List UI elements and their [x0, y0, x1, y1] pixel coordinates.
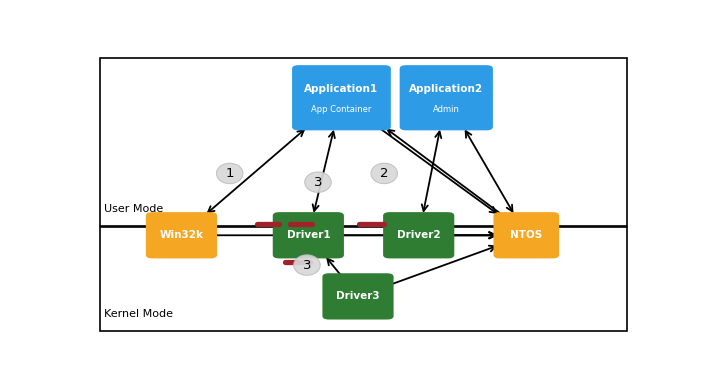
Text: Admin: Admin — [433, 105, 460, 114]
Text: Win32k: Win32k — [159, 230, 204, 240]
Text: Kernel Mode: Kernel Mode — [105, 309, 174, 319]
Text: Application1: Application1 — [305, 84, 379, 94]
Ellipse shape — [305, 172, 331, 192]
Text: NTOS: NTOS — [511, 230, 543, 240]
FancyBboxPatch shape — [273, 212, 344, 259]
Text: 3: 3 — [303, 259, 311, 272]
Text: 1: 1 — [226, 167, 234, 180]
Text: Driver3: Driver3 — [336, 291, 379, 301]
Text: 2: 2 — [380, 167, 389, 180]
Text: Driver1: Driver1 — [286, 230, 330, 240]
FancyBboxPatch shape — [383, 212, 454, 259]
FancyBboxPatch shape — [100, 227, 627, 331]
Text: Driver2: Driver2 — [397, 230, 441, 240]
FancyBboxPatch shape — [493, 212, 559, 259]
Text: User Mode: User Mode — [105, 204, 164, 214]
FancyBboxPatch shape — [323, 273, 394, 319]
FancyBboxPatch shape — [146, 212, 217, 259]
FancyBboxPatch shape — [399, 65, 493, 130]
Text: App Container: App Container — [311, 105, 372, 114]
FancyBboxPatch shape — [100, 59, 627, 226]
Text: 3: 3 — [314, 176, 323, 189]
Text: Application2: Application2 — [409, 84, 483, 94]
Ellipse shape — [294, 255, 320, 275]
Ellipse shape — [371, 163, 397, 184]
Ellipse shape — [216, 163, 243, 184]
FancyBboxPatch shape — [292, 65, 391, 130]
